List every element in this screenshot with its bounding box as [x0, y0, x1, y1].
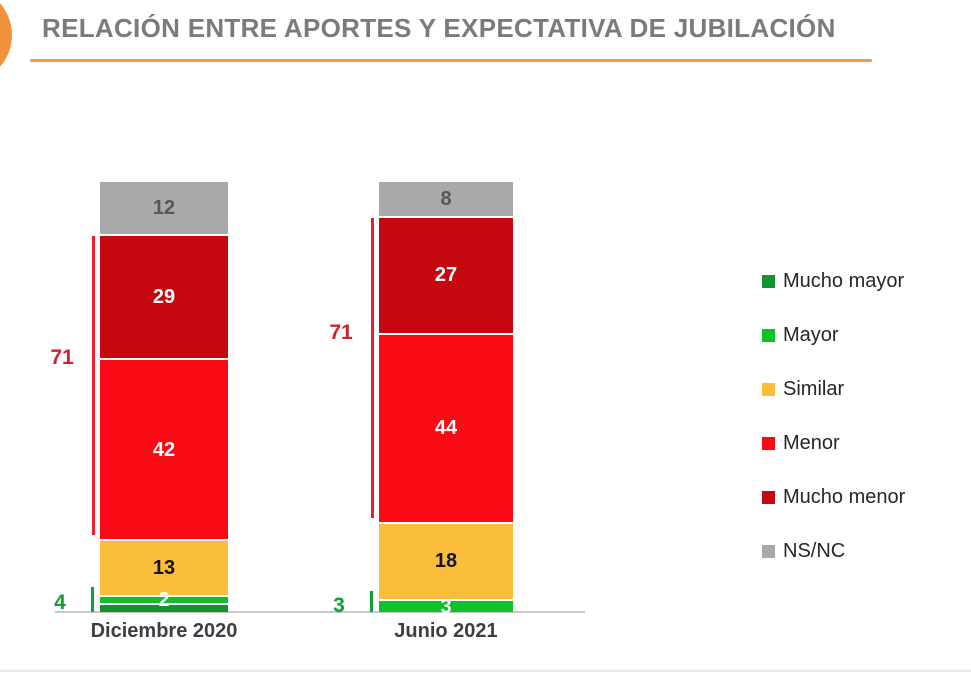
positive-total-label: 3 [333, 593, 345, 617]
positive-bracket-line [91, 586, 94, 612]
negative-total-label: 71 [50, 346, 74, 370]
legend-label: Mayor [783, 323, 839, 346]
negative-bracket-line [371, 218, 374, 518]
legend: Mucho mayor Mayor Similar Menor Mucho menor N… [762, 269, 905, 593]
bar-segment-mayor: 3 [379, 595, 513, 618]
bar-segment-mucho-menor: 27 [379, 216, 513, 333]
segment-value-label: 18 [434, 550, 458, 573]
bottom-divider [0, 670, 971, 672]
segment-value-label: 27 [434, 264, 458, 287]
bar-segment-ns-nc: 12 [100, 182, 228, 234]
negative-bracket-line [92, 235, 95, 535]
segment-value-label: 29 [152, 285, 176, 308]
legend-label: Similar [783, 377, 845, 400]
legend-label: Mucho mayor [783, 269, 905, 292]
legend-item-similar: Similar [762, 377, 905, 401]
legend-item-mayor: Mayor [762, 323, 905, 347]
segment-value-label: 12 [152, 196, 176, 219]
legend-swatch-mucho-mayor [762, 274, 775, 288]
bar-segment-menor: 44 [379, 332, 513, 522]
legend-item-ns-nc: NS/NC [762, 539, 905, 563]
segment-value-label: 8 [440, 188, 452, 211]
bar-junio-2021: 3 18 44 27 8 [379, 182, 513, 618]
legend-item-mucho-mayor: Mucho mayor [762, 269, 905, 293]
legend-item-menor: Menor [762, 431, 905, 455]
bar-segment-similar: 13 [100, 538, 228, 595]
legend-swatch-mayor [762, 328, 775, 342]
legend-swatch-similar [762, 382, 775, 396]
bar-diciembre-2020: 2 13 42 29 12 [100, 182, 228, 612]
legend-item-mucho-menor: Mucho menor [762, 485, 905, 509]
legend-label: Menor [783, 431, 840, 454]
segment-value-label: 44 [434, 417, 458, 440]
legend-swatch-mucho-menor [762, 490, 775, 504]
bar-segment-mucho-menor: 29 [100, 233, 228, 359]
x-axis [55, 611, 585, 613]
segment-value-label: 42 [152, 438, 176, 461]
legend-label: NS/NC [783, 539, 846, 562]
segment-value-label: 3 [440, 595, 452, 618]
page-title: RELACIÓN ENTRE APORTES Y EXPECTATIVA DE … [42, 13, 836, 43]
bar-segment-similar: 18 [379, 521, 513, 600]
x-axis-label-junio-2021: Junio 2021 [394, 620, 498, 642]
title-underline [30, 59, 872, 62]
segment-value-label: 2 [158, 589, 170, 612]
positive-bracket-line [370, 591, 373, 612]
bar-segment-ns-nc: 8 [379, 182, 513, 217]
positive-total-label: 4 [54, 591, 66, 615]
legend-swatch-ns-nc [762, 544, 775, 558]
legend-label: Mucho menor [783, 485, 906, 508]
negative-total-label: 71 [329, 320, 353, 344]
bar-segment-mayor: 2 [100, 589, 228, 612]
bar-segment-mucho-mayor [100, 603, 228, 612]
segment-value-label: 13 [152, 556, 176, 579]
legend-swatch-menor [762, 436, 775, 450]
bar-segment-menor: 42 [100, 358, 228, 539]
x-axis-label-diciembre-2020: Diciembre 2020 [90, 620, 238, 642]
